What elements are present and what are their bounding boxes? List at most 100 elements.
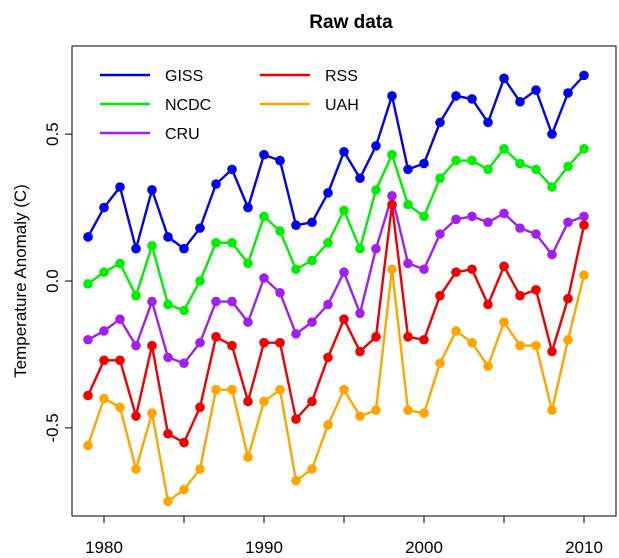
series-uah	[83, 264, 589, 507]
data-point	[531, 340, 541, 351]
data-point	[291, 220, 301, 230]
data-point	[387, 191, 397, 201]
data-point	[515, 340, 525, 351]
data-point	[419, 211, 429, 222]
data-point	[515, 158, 525, 169]
data-point	[547, 129, 557, 139]
data-point	[83, 440, 93, 451]
data-point	[259, 337, 269, 348]
data-point	[435, 117, 445, 128]
series-rss	[83, 199, 589, 448]
data-point	[339, 146, 349, 157]
data-point	[179, 484, 189, 495]
legend-item-ncdc: NCDC	[100, 97, 211, 114]
data-point	[483, 299, 493, 310]
data-point	[451, 214, 461, 225]
data-point	[451, 326, 461, 336]
data-point	[371, 243, 381, 254]
y-axis: -0.5 0.0 0.5	[43, 122, 72, 443]
data-point	[83, 390, 93, 401]
data-point	[467, 264, 477, 275]
data-point	[211, 332, 221, 342]
data-point	[355, 173, 365, 183]
data-point	[291, 264, 301, 275]
data-point	[387, 199, 397, 210]
data-point	[179, 358, 189, 369]
data-point	[531, 229, 541, 239]
data-point	[99, 326, 109, 336]
data-point	[563, 293, 573, 304]
data-point	[147, 185, 157, 195]
data-point	[259, 149, 269, 160]
data-point	[547, 405, 557, 416]
legend-label: CRU	[165, 126, 200, 143]
data-point	[259, 273, 269, 283]
data-point	[483, 117, 493, 128]
y-axis-label: Temperature Anomaly (C)	[11, 184, 30, 378]
data-point	[339, 314, 349, 324]
data-point	[387, 149, 397, 160]
data-point	[323, 238, 333, 248]
data-point	[563, 334, 573, 345]
data-point	[323, 420, 333, 430]
data-point	[355, 308, 365, 319]
data-point	[467, 155, 477, 166]
data-point	[419, 408, 429, 418]
data-point	[467, 211, 477, 222]
data-point	[531, 285, 541, 295]
data-point	[371, 405, 381, 416]
data-point	[547, 182, 557, 192]
data-point	[291, 414, 301, 424]
data-point	[515, 290, 525, 301]
x-tick-label: 2010	[565, 538, 603, 557]
data-point	[435, 358, 445, 369]
data-point	[115, 182, 125, 192]
data-point	[259, 396, 269, 407]
data-point	[227, 340, 237, 351]
legend-label: RSS	[325, 68, 358, 85]
data-point	[243, 258, 253, 269]
data-point	[403, 199, 413, 210]
data-point	[275, 337, 285, 348]
data-point	[467, 337, 477, 348]
y-tick-label: 0.0	[43, 269, 62, 293]
data-point	[451, 155, 461, 166]
data-point	[435, 290, 445, 301]
data-point	[307, 317, 317, 327]
data-point	[579, 211, 589, 222]
data-point	[419, 158, 429, 169]
data-point	[195, 223, 205, 233]
data-point	[451, 267, 461, 277]
data-point	[275, 287, 285, 298]
data-point	[131, 243, 141, 254]
series-giss	[83, 70, 589, 254]
data-point	[99, 393, 109, 404]
data-point	[579, 270, 589, 280]
data-point	[291, 329, 301, 339]
data-point	[323, 352, 333, 363]
chart-title: Raw data	[309, 12, 393, 33]
x-tick-label: 2000	[405, 538, 443, 557]
data-point	[195, 337, 205, 348]
data-point	[243, 202, 253, 213]
series-ncdc	[83, 144, 589, 316]
data-point	[515, 223, 525, 233]
legend-label: GISS	[165, 68, 203, 85]
data-point	[163, 352, 173, 363]
data-point	[131, 411, 141, 421]
data-point	[115, 355, 125, 366]
data-point	[371, 141, 381, 151]
data-point	[515, 97, 525, 107]
data-point	[307, 255, 317, 266]
data-point	[99, 267, 109, 277]
data-point	[387, 91, 397, 101]
data-point	[307, 396, 317, 407]
data-point	[339, 205, 349, 216]
data-point	[163, 232, 173, 242]
legend-label: UAH	[325, 97, 359, 114]
x-tick-label: 1980	[85, 538, 123, 557]
data-point	[579, 70, 589, 81]
data-point	[371, 185, 381, 195]
data-point	[227, 164, 237, 175]
